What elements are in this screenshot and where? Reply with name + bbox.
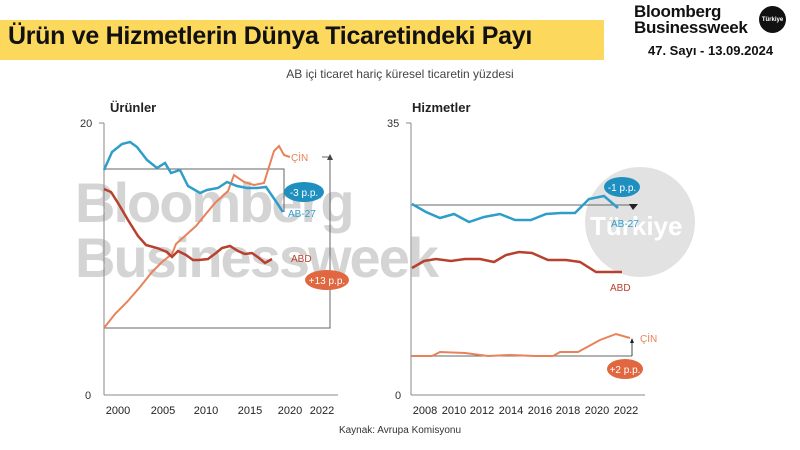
series-ab27-hizmetler (411, 194, 619, 224)
x-tick: 2018 (556, 405, 580, 417)
x-tick: 2016 (528, 405, 552, 417)
x-tick: 2020 (585, 405, 609, 417)
x-tick: 2022 (614, 405, 638, 417)
x-tick: 2015 (238, 405, 262, 417)
y-tick-0: 0 (395, 390, 401, 402)
chart-urunler: Ürünler 20 0 2000 2005 2010 2015 2020 20… (80, 100, 349, 417)
watermark-circle-text: Türkiye (590, 211, 683, 241)
brand-logo: Bloomberg Businessweek (634, 2, 748, 37)
x-tick: 2008 (413, 405, 437, 417)
x-tick: 2000 (106, 405, 130, 417)
y-tick-20: 20 (80, 118, 92, 130)
x-tick: 2010 (442, 405, 466, 417)
y-tick-0: 0 (85, 390, 91, 402)
chart-subtitle: AB içi ticaret hariç küresel ticaretin y… (286, 67, 514, 81)
label-cin-hizmetler: ÇİN (640, 332, 657, 345)
series-cin-urunler (103, 144, 291, 329)
y-tick-35: 35 (387, 118, 399, 130)
series-cin-hizmetler (412, 332, 631, 358)
series-abd-urunler (103, 187, 273, 265)
label-cin-urunler: ÇİN (291, 151, 308, 164)
source-note: Kaynak: Avrupa Komisyonu (338, 425, 462, 436)
brand-line1: Bloomberg (634, 2, 722, 21)
chart-title-hizmetler: Hizmetler (412, 100, 471, 115)
badge-ab27-urunler: -3 p.p. (290, 188, 318, 199)
title-bar (0, 20, 604, 60)
label-ab27-hizmetler: AB-27 (611, 219, 639, 230)
badge-cin-hizmetler: +2 p.p. (610, 365, 641, 376)
x-tick: 2005 (151, 405, 175, 417)
label-abd-urunler: ABD (291, 254, 312, 265)
chart-title-urunler: Ürünler (110, 100, 156, 115)
x-tick: 2014 (499, 405, 523, 417)
x-tick: 2010 (194, 405, 218, 417)
brand-badge: Türkiye (759, 6, 786, 33)
x-tick: 2012 (470, 405, 494, 417)
label-ab27-urunler: AB-27 (288, 209, 316, 220)
watermark: Bloomberg Businessweek Türkiye (75, 167, 695, 289)
chart-hizmetler: Hizmetler 35 0 2008 2010 2012 2014 2016 … (387, 100, 657, 417)
page-title: Ürün ve Hizmetlerin Dünya Ticaretindeki … (8, 22, 533, 50)
badge-ab27-hizmetler: -1 p.p. (608, 183, 636, 194)
badge-cin-urunler: +13 p.p. (309, 276, 345, 287)
x-tick: 2020 (278, 405, 302, 417)
issue-date: 47. Sayı - 13.09.2024 (648, 43, 774, 58)
label-abd-hizmetler: ABD (610, 283, 631, 294)
x-tick: 2022 (310, 405, 334, 417)
brand-line2: Businessweek (634, 18, 748, 37)
series-abd-hizmetler (411, 250, 622, 274)
series-ab27-urunler (102, 140, 285, 213)
